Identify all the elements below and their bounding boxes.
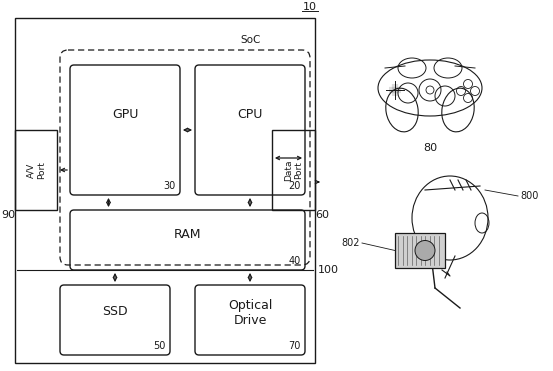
- Text: 50: 50: [154, 341, 166, 351]
- Text: GPU: GPU: [112, 108, 138, 121]
- Text: Data
Port: Data Port: [284, 159, 303, 181]
- Text: 70: 70: [289, 341, 301, 351]
- Text: RAM: RAM: [174, 227, 201, 240]
- Bar: [395, 233, 445, 268]
- Text: 40: 40: [289, 256, 301, 266]
- Text: 20: 20: [289, 181, 301, 191]
- Bar: [15, 18, 315, 363]
- Bar: [272, 130, 315, 210]
- Text: SSD: SSD: [102, 305, 128, 318]
- Text: SoC: SoC: [240, 35, 260, 45]
- Text: 90: 90: [1, 210, 15, 220]
- Text: 100: 100: [318, 265, 339, 275]
- Text: A/V
Port: A/V Port: [27, 161, 46, 179]
- Text: 60: 60: [315, 210, 329, 220]
- Text: CPU: CPU: [237, 108, 263, 121]
- Circle shape: [415, 240, 435, 260]
- Text: Optical
Drive: Optical Drive: [228, 299, 272, 327]
- Text: 10: 10: [303, 2, 317, 12]
- Text: 80: 80: [423, 143, 437, 153]
- Bar: [15, 130, 57, 210]
- Text: 802: 802: [342, 238, 360, 248]
- Text: 800: 800: [520, 191, 539, 201]
- Text: 30: 30: [164, 181, 176, 191]
